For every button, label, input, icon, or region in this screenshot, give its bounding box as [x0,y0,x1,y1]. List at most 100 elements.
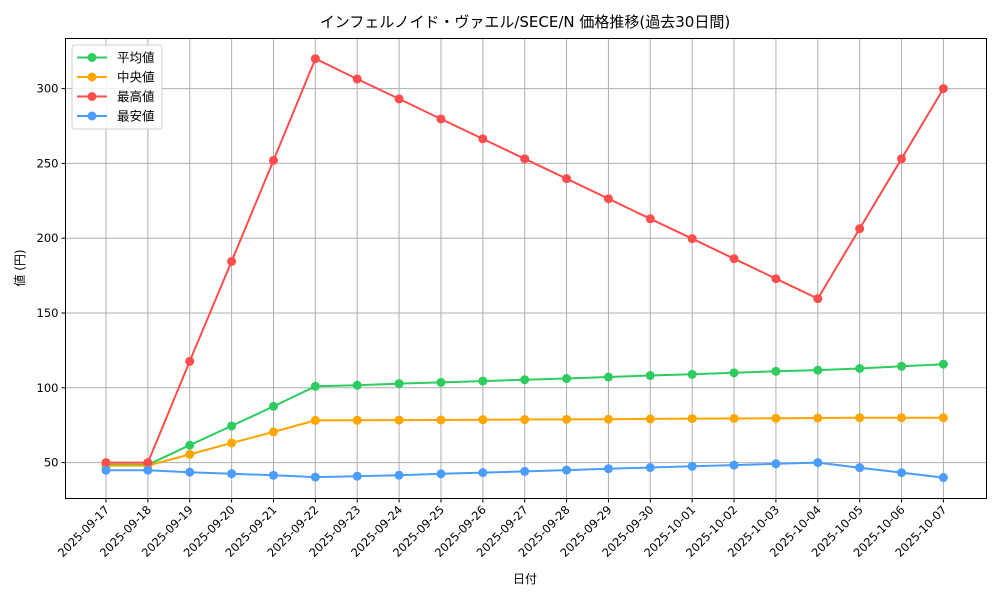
data-point [813,365,823,375]
data-point [268,427,278,437]
data-point [436,377,446,387]
y-tick-label: 300 [37,82,59,96]
data-point [394,415,404,425]
data-point [729,368,739,378]
data-point [185,449,195,459]
data-point [352,380,362,390]
data-point [101,458,111,468]
data-point [227,469,237,479]
data-point [897,154,907,164]
data-point [687,369,697,379]
data-point [645,371,655,381]
data-point [227,256,237,266]
data-point [268,401,278,411]
data-point [394,379,404,389]
legend-item: 最安値 [77,109,155,124]
data-point [227,421,237,431]
y-axis-ticks: 50 100 150 200 250 300 [37,82,66,470]
legend-box [71,44,163,130]
data-point [520,375,530,385]
data-point [310,54,320,64]
data-point [268,155,278,165]
data-point [813,413,823,423]
data-point [855,413,865,423]
data-point [897,468,907,478]
x-axis-label: 日付 [513,572,537,586]
data-point [645,463,655,473]
data-point [771,366,781,376]
data-point [478,376,488,386]
data-point [603,464,613,474]
data-point [938,359,948,369]
data-point [478,134,488,144]
legend-item: 中央値 [77,70,155,85]
series-line [101,458,948,483]
data-point [185,356,195,366]
data-point [352,74,362,84]
data-point [813,458,823,468]
y-tick-label: 200 [37,231,59,245]
data-point [185,440,195,450]
data-point [687,414,697,424]
data-point [729,460,739,470]
data-point [603,372,613,382]
legend-marker-icon [87,92,97,101]
data-point [603,194,613,204]
data-point [562,174,572,184]
data-point [394,94,404,104]
data-point [771,459,781,469]
data-point [310,415,320,425]
data-point [771,274,781,284]
data-point [310,472,320,482]
data-point [478,415,488,425]
legend-marker-icon [87,53,97,62]
data-point [603,414,613,424]
data-point [352,415,362,425]
y-axis-label: 値 (円) [12,249,27,286]
data-point [687,234,697,244]
data-point [185,467,195,477]
series-layer [101,54,948,483]
data-point [645,214,655,224]
data-point [268,470,278,480]
data-point [520,415,530,425]
legend-marker-icon [87,72,97,82]
y-tick-label: 100 [37,381,59,395]
legend-marker-icon [87,111,97,121]
legend-label: 最安値 [117,109,155,124]
data-point [143,458,153,468]
data-point [729,413,739,423]
legend-label: 最高値 [117,89,155,104]
data-point [436,415,446,425]
plot-frame [65,38,987,499]
data-point [938,413,948,423]
data-point [478,468,488,478]
legend-item: 平均値 [77,50,155,65]
data-point [352,471,362,481]
data-point [436,114,446,124]
data-point [729,254,739,264]
legend-label: 中央値 [117,70,155,85]
chart-title: インフェルノイド・ヴァエル/SECE/N 価格推移(過去30日間) [320,13,730,31]
series-line [101,54,948,468]
data-point [227,438,237,448]
data-point [520,154,530,164]
data-point [938,84,948,94]
data-point [562,465,572,475]
data-point [897,413,907,423]
legend-label: 平均値 [117,50,155,65]
data-point [897,361,907,371]
data-point [645,414,655,424]
data-point [855,364,865,374]
data-point [520,466,530,476]
y-tick-label: 50 [44,456,59,470]
y-tick-label: 250 [37,156,59,170]
data-point [436,469,446,479]
data-point [562,374,572,384]
data-point [855,224,865,234]
legend-item: 最高値 [77,89,155,104]
data-point [101,465,111,475]
data-point [687,461,697,471]
